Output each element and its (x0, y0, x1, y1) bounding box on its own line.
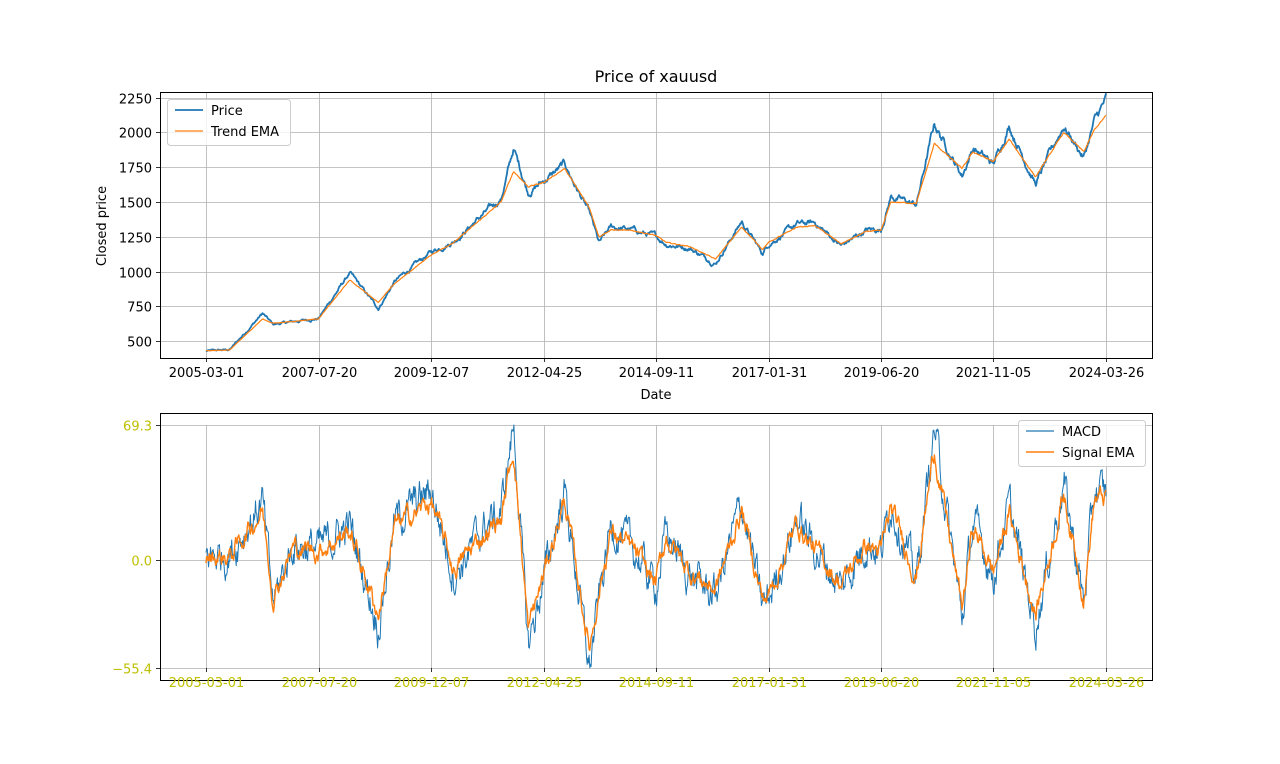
y-tick-label: 500 (127, 336, 152, 351)
y-tick-label: 0.0 (131, 555, 152, 570)
price-legend: Price Trend EMA (167, 99, 291, 146)
price-chart: Price of xauusd 500 750 1000 1250 1500 1750 20… (95, 67, 1153, 403)
y-tick-label: 1000 (119, 267, 152, 282)
macd-series (205, 424, 1107, 669)
price-series (205, 93, 1107, 353)
x-tick-label: 2019-06-20 (844, 366, 920, 381)
x-tick-label: 2021-11-05 (956, 676, 1032, 691)
macd-y-ticks: 69.3 0.0 −55.4 (112, 420, 160, 678)
x-tick-label: 2012-04-25 (507, 676, 583, 691)
price-legend-box (167, 99, 291, 146)
price-y-ticks: 500 750 1000 1250 1500 1750 2000 2250 (119, 93, 160, 351)
price-chart-title: Price of xauusd (595, 67, 718, 86)
macd-x-ticks: 2005-03-01 2007-07-20 2009-12-07 2012-04-25… (169, 668, 1145, 691)
y-tick-label: 1250 (119, 232, 152, 247)
y-tick-label: 1500 (119, 197, 152, 212)
x-tick-label: 2009-12-07 (394, 676, 470, 691)
x-tick-label: 2017-01-31 (732, 366, 808, 381)
y-tick-label: 2250 (119, 93, 152, 108)
x-tick-label: 2009-12-07 (394, 366, 470, 381)
price-legend-label: Price (211, 104, 243, 119)
macd-plot-frame (160, 413, 1153, 681)
price-grid (160, 92, 1152, 358)
y-tick-label: 69.3 (123, 420, 152, 435)
trend-ema-legend-label: Trend EMA (210, 125, 279, 140)
macd-chart: 69.3 0.0 −55.4 2005-03-01 2007-07-20 2009-12… (112, 413, 1153, 691)
macd-legend-label: MACD (1062, 425, 1101, 440)
x-tick-label: 2014-09-11 (619, 366, 695, 381)
x-tick-label: 2024-03-26 (1069, 676, 1145, 691)
x-tick-label: 2019-06-20 (844, 676, 920, 691)
trend-ema-line (205, 114, 1107, 352)
price-x-axis-label: Date (640, 388, 671, 403)
x-tick-label: 2014-09-11 (619, 676, 695, 691)
y-tick-label: −55.4 (112, 663, 152, 678)
x-tick-label: 2007-07-20 (282, 676, 358, 691)
signal-ema-legend-label: Signal EMA (1062, 446, 1134, 461)
y-tick-label: 1750 (119, 162, 152, 177)
x-tick-label: 2005-03-01 (169, 366, 245, 381)
price-y-axis-label: Closed price (95, 186, 110, 266)
x-tick-label: 2007-07-20 (282, 366, 358, 381)
y-tick-label: 750 (127, 301, 152, 316)
macd-legend: MACD Signal EMA (1018, 420, 1146, 467)
macd-line (205, 424, 1107, 669)
x-tick-label: 2005-03-01 (169, 676, 245, 691)
macd-legend-box (1018, 420, 1146, 467)
x-tick-label: 2021-11-05 (956, 366, 1032, 381)
signal-ema-line (205, 454, 1107, 652)
price-x-ticks: 2005-03-01 2007-07-20 2009-12-07 2012-04-25… (169, 358, 1145, 381)
x-tick-label: 2012-04-25 (507, 366, 583, 381)
x-tick-label: 2017-01-31 (732, 676, 808, 691)
price-line (205, 93, 1107, 353)
y-tick-label: 2000 (119, 127, 152, 142)
x-tick-label: 2024-03-26 (1069, 366, 1145, 381)
